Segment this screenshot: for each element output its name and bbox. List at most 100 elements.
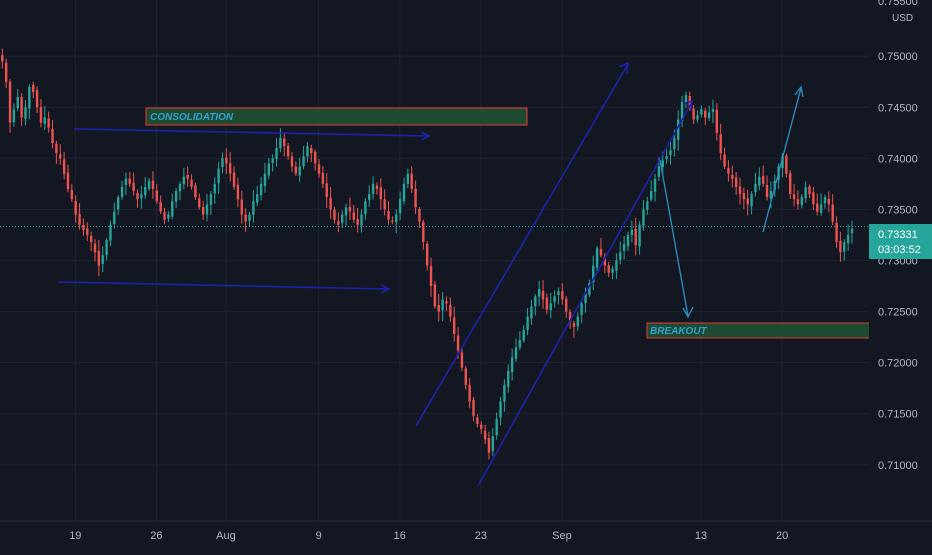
candle-body [302,156,305,167]
candle-body [843,242,846,252]
candle-body [113,211,116,224]
candle-body [186,174,189,179]
candle-body [468,385,471,402]
candle-body [163,212,166,220]
candle-body [313,151,317,164]
candle-body [12,109,16,123]
candle-body [256,194,259,203]
candle-body [364,201,367,215]
candle-body [464,368,467,386]
candle-body [758,176,761,186]
candle-body [503,385,506,402]
current-price-label[interactable]: 0.73331 03:03:52 [869,224,932,259]
candle-body [221,158,224,167]
candle-body [252,201,255,215]
candle-body [599,249,603,256]
candle-body [344,207,348,216]
candle-body [321,172,325,184]
candle-body [553,296,556,302]
candle-body [375,185,379,189]
candle-body [665,156,668,160]
candle-body [178,183,182,192]
candle-body [329,197,332,210]
candle-body [754,183,757,193]
candle-body [789,173,792,195]
current-price-value: 0.73331 [878,229,918,241]
time-tick-label: 20 [776,530,788,542]
candle-body [576,316,579,327]
candle-body [147,180,151,189]
time-ticks: 19 26 Aug 9 16 23 Sep 13 20 [69,530,788,542]
candle-body [707,112,711,119]
candle-body [692,108,695,120]
candle-body [595,248,599,268]
candle-body [348,206,352,212]
consolidation-zone[interactable] [145,107,528,126]
channel-lower-line[interactable] [477,101,693,487]
channel-upper-line[interactable] [415,63,629,427]
candle-body [383,199,386,210]
candle-body [781,156,784,168]
lower-horizontal-arrow[interactable] [57,281,389,290]
candle-body [437,305,440,312]
candle-body [414,188,417,208]
candle-body [626,234,630,247]
candle-body [734,177,738,187]
breakout-projection-arrow[interactable] [659,159,689,317]
candle-body [835,222,838,243]
candle-body [572,322,576,327]
candle-body [16,97,19,109]
candle-body [808,186,811,195]
candle-body [4,62,8,82]
candle-body [190,179,193,187]
candle-body [101,255,104,265]
drawings[interactable]: CONSOLIDATION BREAKOUT [57,61,874,487]
candle-body [124,178,128,185]
candle-body [263,173,267,186]
candle-body [622,244,626,251]
candle-body [673,137,676,150]
candle-body [742,193,746,200]
grid [0,0,869,521]
candle-body [422,221,425,243]
time-tick-label: 16 [394,530,406,542]
candle-body [89,235,93,243]
candle-body [225,157,228,164]
candle-body [588,282,591,295]
candle-body [425,243,429,266]
candle-body [236,185,240,200]
candle-body [51,129,54,144]
candle-body [453,317,456,335]
upside-projection-arrow[interactable] [762,87,802,233]
candles [1,48,854,460]
candle-body [28,86,31,109]
candle-body [561,290,564,300]
candle-body [244,214,247,222]
candle-body [93,243,97,253]
candle-body [568,312,572,322]
candle-body [761,176,765,184]
candle-body [74,201,77,215]
price-axis[interactable]: 0.75500 USD 0.71000 0.71500 0.72000 0.72500… [869,0,932,521]
channel-lower-arrowhead [682,99,693,112]
candle-body [514,347,518,359]
candle-body [82,224,85,230]
upper-horizontal-arrow[interactable] [73,128,429,137]
candle-body [642,209,645,226]
candle-body [24,107,27,119]
candle-body [306,146,309,157]
candle-body [201,206,205,215]
candle-body [607,265,610,273]
candle-body [499,401,502,418]
candle-body [819,204,823,213]
candle-body [785,155,788,174]
candle-body [209,194,213,205]
time-axis[interactable]: 19 26 Aug 9 16 23 Sep 13 20 [0,520,932,550]
candle-body [846,234,850,244]
candle-body [47,118,50,128]
time-tick-label: Sep [552,530,572,542]
candle-body [136,192,139,200]
candle-body [55,143,58,154]
